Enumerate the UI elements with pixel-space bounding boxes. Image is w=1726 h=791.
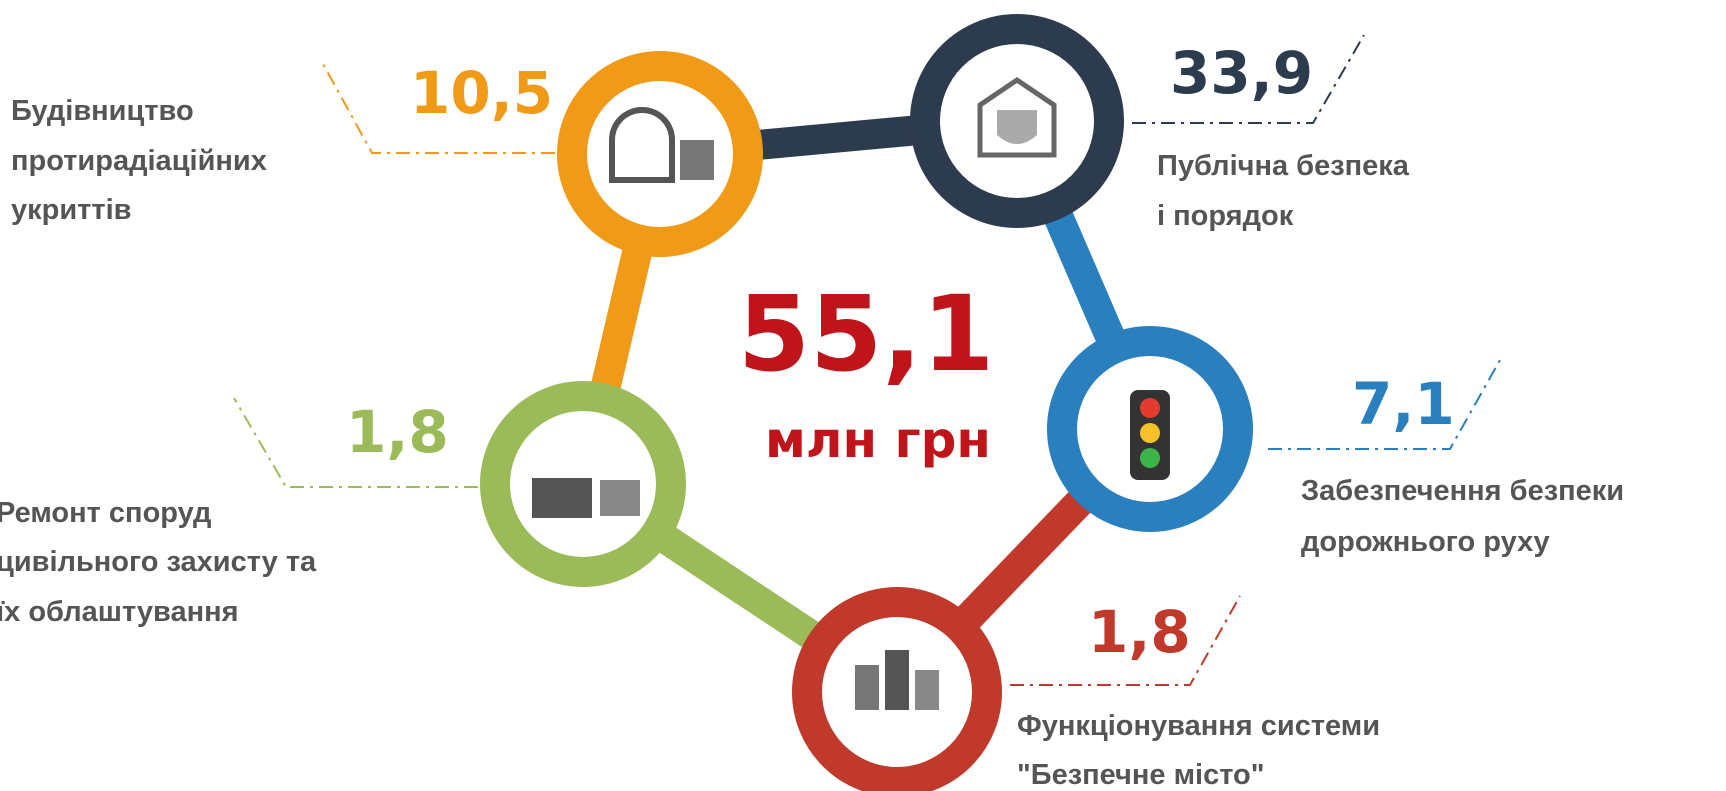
item-label: Будівництво	[11, 95, 194, 127]
light-yellow	[1140, 423, 1160, 443]
icon-city	[915, 670, 939, 710]
item-value: 1,8	[1088, 598, 1191, 666]
icon-shelter	[609, 107, 675, 183]
light-red	[1140, 398, 1160, 418]
leader-line	[1010, 595, 1241, 686]
item-label: Публічна безпека	[1157, 150, 1410, 182]
item-label: Забезпечення безпеки	[1301, 475, 1624, 507]
item-label: Ремонт споруд	[0, 497, 211, 529]
leader-line	[233, 397, 478, 488]
item-label: цивільного захисту та	[0, 546, 317, 578]
item-value: 1,8	[346, 398, 449, 466]
leaders	[233, 34, 1501, 686]
icon-city	[885, 650, 909, 710]
icon-crane	[680, 140, 714, 180]
item-label: "Безпечне місто"	[1017, 759, 1265, 791]
icon-building	[977, 76, 1057, 158]
leader-line	[321, 61, 555, 154]
leader-line	[1132, 34, 1365, 124]
icon-workers	[600, 480, 640, 516]
item-label: дорожнього руху	[1301, 526, 1550, 558]
icon-facility	[532, 478, 592, 518]
ring	[557, 51, 763, 257]
icons	[532, 76, 1170, 710]
icon-shield	[997, 110, 1037, 144]
item-value: 7,1	[1352, 370, 1455, 438]
leader-line	[1268, 359, 1501, 450]
light-green	[1140, 448, 1160, 468]
item-label: їх облаштування	[0, 596, 239, 628]
item-value: 10,5	[410, 59, 553, 127]
item-label: протирадіаційних	[11, 145, 267, 177]
item-label: укриттів	[11, 194, 131, 226]
item-value: 33,9	[1170, 39, 1313, 107]
icon-city	[855, 665, 879, 710]
total-value: 55,1	[738, 273, 995, 395]
item-label: Функціонування системи	[1017, 710, 1380, 742]
total-unit: млн грн	[765, 411, 991, 469]
item-label: і порядок	[1157, 200, 1294, 232]
